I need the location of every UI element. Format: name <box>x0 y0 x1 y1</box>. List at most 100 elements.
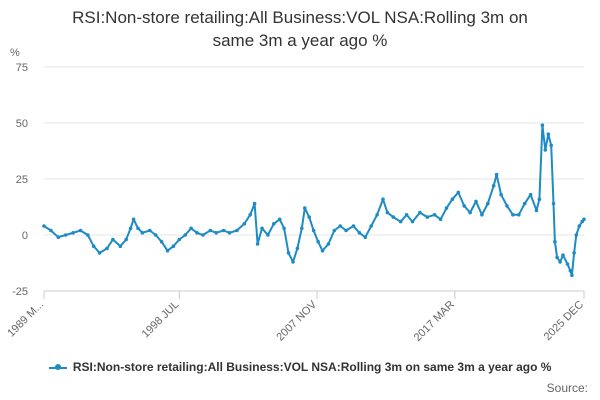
data-point[interactable] <box>311 228 316 233</box>
data-point[interactable] <box>555 255 559 260</box>
data-point[interactable] <box>468 210 472 215</box>
legend[interactable]: RSI:Non-store retailing:All Business:VOL… <box>0 360 600 374</box>
data-point[interactable] <box>391 215 396 219</box>
data-point[interactable] <box>140 231 145 235</box>
data-point[interactable] <box>553 239 557 244</box>
data-point[interactable] <box>517 213 521 217</box>
data-point[interactable] <box>494 172 499 177</box>
data-point[interactable] <box>136 226 140 231</box>
data-point[interactable] <box>159 239 164 244</box>
data-point[interactable] <box>537 197 542 201</box>
data-point[interactable] <box>300 226 304 231</box>
data-point[interactable] <box>171 244 176 248</box>
data-point[interactable] <box>344 228 348 233</box>
data-point[interactable] <box>189 226 193 231</box>
data-point[interactable] <box>266 233 270 237</box>
data-point[interactable] <box>565 262 570 266</box>
data-point[interactable] <box>338 224 343 228</box>
data-point[interactable] <box>295 246 300 251</box>
data-point[interactable] <box>450 197 455 201</box>
data-point[interactable] <box>480 213 484 217</box>
data-point[interactable] <box>540 123 545 127</box>
data-point[interactable] <box>381 197 385 201</box>
data-point[interactable] <box>277 217 282 222</box>
data-point[interactable] <box>201 233 205 237</box>
data-point[interactable] <box>546 132 551 136</box>
data-point[interactable] <box>78 228 83 233</box>
data-point[interactable] <box>97 251 102 255</box>
data-point[interactable] <box>235 228 239 233</box>
data-point[interactable] <box>369 224 374 228</box>
data-point[interactable] <box>511 213 515 217</box>
data-point[interactable] <box>425 215 430 219</box>
data-point[interactable] <box>291 260 295 264</box>
data-point[interactable] <box>570 273 574 278</box>
data-point[interactable] <box>410 219 415 224</box>
data-point[interactable] <box>124 237 128 242</box>
data-point[interactable] <box>183 233 187 237</box>
data-point[interactable] <box>528 192 533 197</box>
data-point[interactable] <box>543 148 548 152</box>
data-point[interactable] <box>456 190 461 195</box>
data-point[interactable] <box>56 235 61 239</box>
data-point[interactable] <box>111 237 115 242</box>
data-point[interactable] <box>572 251 576 255</box>
data-point[interactable] <box>534 208 539 213</box>
data-point[interactable] <box>418 210 422 215</box>
data-point[interactable] <box>462 204 467 208</box>
data-point[interactable] <box>351 224 356 228</box>
data-point[interactable] <box>105 246 109 251</box>
data-point[interactable] <box>286 251 291 255</box>
data-point[interactable] <box>505 204 509 208</box>
data-point[interactable] <box>165 248 170 253</box>
data-point[interactable] <box>86 233 90 237</box>
data-point[interactable] <box>363 235 368 239</box>
data-point[interactable] <box>432 213 437 217</box>
data-point[interactable] <box>242 222 247 226</box>
data-point[interactable] <box>148 228 152 233</box>
data-point[interactable] <box>195 231 199 235</box>
data-point[interactable] <box>398 219 403 224</box>
data-point[interactable] <box>332 228 337 233</box>
data-point[interactable] <box>522 201 527 206</box>
data-point[interactable] <box>71 231 75 235</box>
data-point[interactable] <box>404 213 409 217</box>
data-point[interactable] <box>303 206 307 210</box>
data-point[interactable] <box>549 143 553 148</box>
data-point[interactable] <box>282 226 286 231</box>
data-point[interactable] <box>214 231 218 235</box>
data-point[interactable] <box>91 244 96 248</box>
data-point[interactable] <box>260 226 264 231</box>
data-point[interactable] <box>577 224 582 228</box>
data-point[interactable] <box>558 260 562 264</box>
data-point[interactable] <box>491 183 496 188</box>
data-point[interactable] <box>248 213 252 217</box>
data-point[interactable] <box>221 228 226 233</box>
data-point[interactable] <box>438 217 443 222</box>
data-point[interactable] <box>131 217 136 222</box>
data-point[interactable] <box>42 224 46 228</box>
data-point[interactable] <box>474 199 478 204</box>
data-point[interactable] <box>153 233 158 237</box>
data-point[interactable] <box>177 237 182 242</box>
data-point[interactable] <box>128 226 133 231</box>
data-point[interactable] <box>316 239 320 244</box>
data-point[interactable] <box>208 228 213 233</box>
data-point[interactable] <box>375 213 379 217</box>
data-point[interactable] <box>326 242 331 246</box>
data-point[interactable] <box>63 233 68 237</box>
data-point[interactable] <box>252 201 257 206</box>
data-point[interactable] <box>357 231 362 235</box>
data-point[interactable] <box>272 222 276 226</box>
data-point[interactable] <box>255 242 260 246</box>
data-point[interactable] <box>118 244 123 248</box>
data-point[interactable] <box>568 269 573 273</box>
data-point[interactable] <box>499 192 503 197</box>
data-point[interactable] <box>582 217 586 222</box>
data-point[interactable] <box>227 231 232 235</box>
data-point[interactable] <box>385 210 390 215</box>
data-point[interactable] <box>307 215 312 219</box>
data-point[interactable] <box>486 201 490 206</box>
data-point[interactable] <box>320 248 325 253</box>
data-point[interactable] <box>561 253 565 257</box>
